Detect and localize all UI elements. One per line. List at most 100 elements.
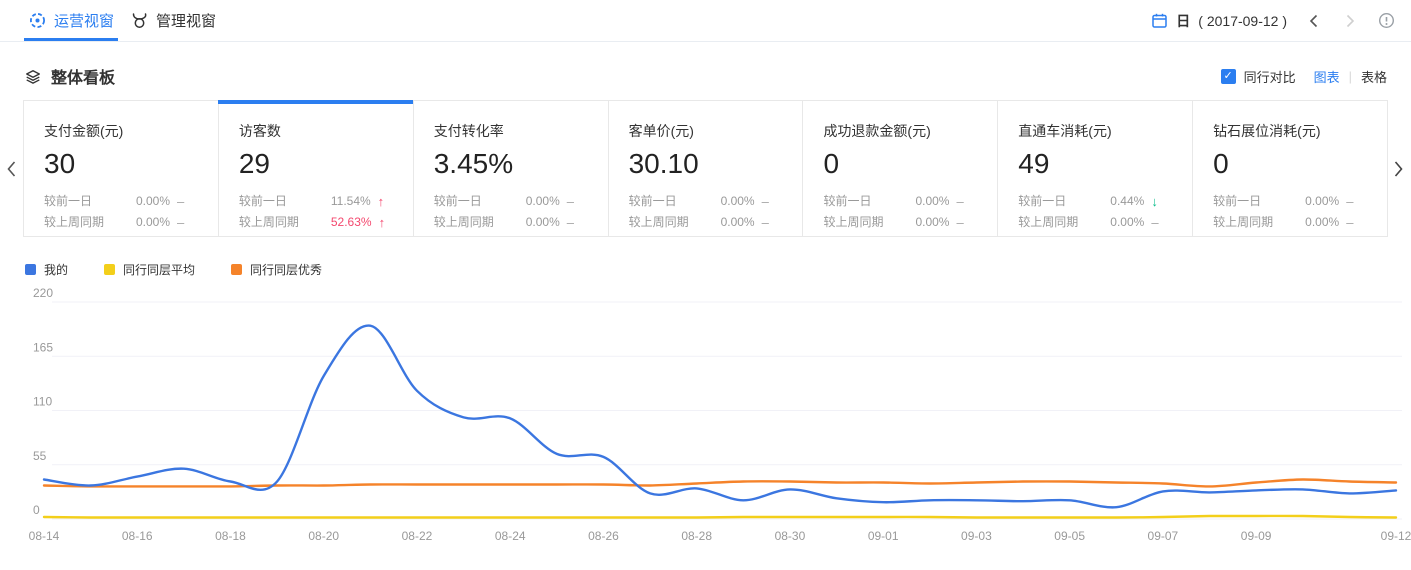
trend-up-icon: ↑ [377,194,385,209]
kpi-card[interactable]: 访客数 29 较前一日 11.54% ↑ 较上周同期 52.63% ↑ [217,100,414,237]
kpi-card-value: 0 [823,148,840,179]
x-axis-tick-label: 08-28 [681,529,712,543]
kpi-trend-chart: 0 55 110 165 220 08-14 08-16 08-18 08-20 08-22 08-… [0,277,1411,565]
kpi-compare-label: 较上周同期 [1018,215,1079,229]
calendar-icon [1150,12,1168,30]
y-axis-tick-label: 220 [33,286,53,300]
kpi-compare-label: 较前一日 [44,194,93,208]
kpi-card[interactable]: 支付转化率 3.45% 较前一日 0.00% – 较上周同期 0.00% – [412,100,609,237]
trend-flat-icon: – [566,215,574,230]
carousel-prev-icon[interactable] [5,159,18,179]
series-line-1 [42,514,1398,519]
kpi-compare-value: 0.00% [720,215,755,229]
trend-flat-icon: – [761,215,769,230]
active-card-indicator [217,100,414,104]
tab-management-view[interactable]: 管理视窗 [128,0,218,41]
kpi-card-value: 30.10 [628,148,699,179]
bull-icon [130,12,148,30]
trend-flat-icon: – [177,194,185,209]
legend-label: 同行同层平均 [123,263,196,277]
kpi-compare-row: 较前一日 11.54% ↑ [239,191,399,212]
layers-icon [24,67,42,85]
kpi-card-value: 49 [1018,148,1050,179]
legend-item[interactable]: 我的 [25,261,68,278]
trend-flat-icon: – [956,215,964,230]
top-navigation-bar: 运营视窗 管理视窗 日 ( 2017-09-12 ) [0,0,1411,42]
kpi-compare-row: 较上周同期 0.00% – [1018,212,1178,233]
kpi-card-title: 客单价(元) [628,123,694,139]
kpi-compare-label: 较上周同期 [628,215,689,229]
kpi-compare-label: 较上周同期 [823,215,884,229]
info-icon[interactable] [1377,12,1395,30]
kpi-compare-value: 11.54% [330,194,371,208]
kpi-compare-label: 较前一日 [1018,194,1067,208]
kpi-compare-row: 较上周同期 0.00% – [823,212,983,233]
carousel-next-icon[interactable] [1392,159,1405,179]
x-axis-tick-label: 08-14 [29,529,60,543]
x-axis-tick-label: 09-12 [1381,529,1411,543]
operation-badge-icon [28,12,46,30]
x-axis-tick-label: 08-18 [215,529,246,543]
kpi-compare-value: 0.00% [720,194,755,208]
kpi-compare-label: 较上周同期 [1213,215,1274,229]
prev-day-button[interactable] [1305,12,1323,30]
kpi-compare-row: 较前一日 0.00% – [44,191,204,212]
next-day-button[interactable] [1341,12,1359,30]
date-picker[interactable]: 日 ( 2017-09-12 ) [1150,11,1287,31]
legend-label: 同行同层优秀 [250,263,323,277]
kpi-compare-value: 0.44% [1110,194,1145,208]
legend-swatch [25,264,36,275]
kpi-compare-label: 较前一日 [238,194,287,208]
tab-operation-view[interactable]: 运营视窗 [24,0,119,41]
view-toggle-chart[interactable]: 图表 [1313,69,1340,85]
trend-up-icon: ↑ [378,215,386,230]
kpi-compare-value: 0.00% [915,194,950,208]
x-axis-tick-label: 09-01 [868,529,899,543]
y-axis-tick-label: 165 [33,340,53,354]
x-axis-tick-label: 08-22 [402,529,433,543]
kpi-compare-row: 较前一日 0.00% – [823,191,983,212]
kpi-compare-row: 较上周同期 0.00% – [434,212,594,233]
kpi-compare-row: 较前一日 0.00% – [434,191,594,212]
kpi-cards-track: 支付金额(元) 30 较前一日 0.00% – 较上周同期 0.00% – 访客数 29 较前一日 1… [23,100,1389,237]
peer-compare-checkbox[interactable]: ✓ [1220,68,1236,84]
trend-flat-icon: – [1151,215,1159,230]
legend-swatch [104,264,116,275]
kpi-compare-row: 较前一日 0.44% ↓ [1018,191,1178,212]
kpi-card[interactable]: 直通车消耗(元) 49 较前一日 0.44% ↓ 较上周同期 0.00% – [997,100,1194,237]
kpi-compare-row: 较上周同期 0.00% – [629,212,789,233]
view-toggle-table[interactable]: 表格 [1360,69,1387,85]
kpi-card-title: 直通车消耗(元) [1018,123,1112,139]
chart-legend: 我的 同行同层平均 同行同层优秀 [25,261,1411,278]
series-line-0 [42,324,1398,509]
kpi-compare-row: 较上周同期 52.63% ↑ [239,212,399,233]
kpi-card[interactable]: 客单价(元) 30.10 较前一日 0.00% – 较上周同期 0.00% – [607,100,804,237]
kpi-card[interactable]: 支付金额(元) 30 较前一日 0.00% – 较上周同期 0.00% – [23,100,219,237]
view-toggle-divider: | [1348,68,1352,84]
kpi-compare-row: 较前一日 0.00% – [629,191,789,212]
kpi-card-value: 29 [238,148,271,179]
trend-flat-icon: – [761,194,769,209]
x-axis-tick-label: 08-16 [122,529,153,543]
kpi-card[interactable]: 钻石展位消耗(元) 0 较前一日 0.00% – 较上周同期 0.00% – [1192,100,1389,237]
kpi-card-title: 支付金额(元) [44,123,124,139]
kpi-compare-row: 较前一日 0.00% – [1213,191,1373,212]
kpi-card-title: 成功退款金额(元) [823,123,931,139]
peer-compare-label[interactable]: 同行对比 [1243,69,1296,85]
kpi-card-title: 访客数 [238,123,281,139]
x-axis-tick-label: 08-26 [588,529,619,543]
kpi-compare-value: 0.00% [525,194,560,208]
kpi-compare-value: 0.00% [1305,215,1340,229]
kpi-compare-value: 52.63% [330,215,372,229]
x-axis-tick-label: 08-30 [775,529,806,543]
legend-item[interactable]: 同行同层优秀 [231,261,322,278]
kpi-compare-row: 较上周同期 0.00% – [44,212,204,233]
kpi-card-value: 30 [44,148,76,179]
y-axis-tick-label: 110 [33,395,52,409]
trend-down-icon: ↓ [1151,194,1158,209]
kpi-card[interactable]: 成功退款金额(元) 0 较前一日 0.00% – 较上周同期 0.00% – [802,100,999,237]
kpi-compare-value: 0.00% [136,194,171,208]
x-axis-tick-label: 09-09 [1241,529,1272,543]
x-axis-tick-label: 08-24 [495,529,526,543]
legend-item[interactable]: 同行同层平均 [104,261,195,278]
